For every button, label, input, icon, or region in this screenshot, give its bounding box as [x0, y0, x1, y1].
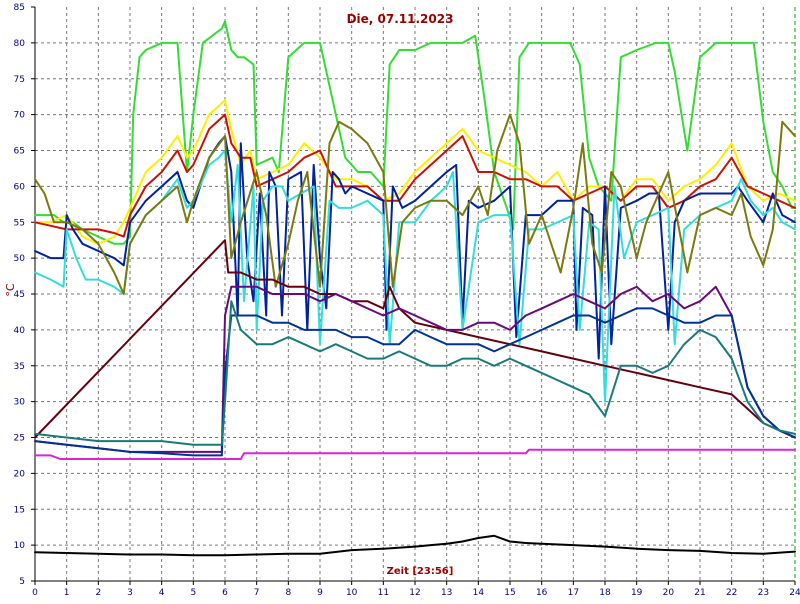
x-tick-label: 24	[789, 588, 800, 598]
y-tick-label: 65	[14, 147, 25, 157]
series-line-10	[34, 300, 796, 446]
y-tick-label: 60	[14, 182, 26, 192]
y-axis-label: °C	[4, 283, 17, 297]
x-tick-label: 5	[190, 588, 196, 598]
x-tick-label: 14	[473, 588, 485, 598]
y-tick-label: 40	[14, 326, 26, 336]
x-tick-label: 15	[504, 588, 515, 598]
series-line-7	[34, 239, 796, 439]
x-tick-label: 0	[32, 588, 38, 598]
y-tick-label: 85	[14, 3, 25, 13]
chart-title: Die, 07.11.2023	[347, 12, 454, 26]
x-tick-label: 20	[663, 588, 675, 598]
x-tick-label: 3	[127, 588, 133, 598]
series-line-5	[34, 149, 796, 403]
y-tick-label: 55	[14, 218, 25, 228]
x-tick-label: 1	[64, 588, 70, 598]
x-tick-label: 10	[346, 588, 358, 598]
x-tick-label: 13	[441, 588, 452, 598]
x-tick-label: 21	[694, 588, 705, 598]
y-tick-label: 50	[14, 254, 26, 264]
series-line-6	[34, 113, 796, 295]
y-tick-label: 70	[14, 111, 26, 121]
x-axis-label: Zeit [23:56]	[387, 566, 454, 577]
y-tick-label: 10	[14, 541, 26, 551]
x-tick-label: 19	[631, 588, 643, 598]
y-tick-label: 15	[14, 505, 25, 515]
x-tick-label: 9	[317, 588, 323, 598]
series-line-11	[34, 448, 796, 460]
series-line-1	[34, 20, 796, 245]
x-tick-label: 4	[159, 588, 165, 598]
series-line-8	[34, 285, 796, 453]
x-tick-label: 7	[254, 588, 260, 598]
y-tick-label: 75	[14, 75, 25, 85]
y-tick-label: 25	[14, 434, 25, 444]
x-tick-label: 2	[95, 588, 101, 598]
x-tick-label: 22	[726, 588, 737, 598]
x-tick-label: 23	[758, 588, 769, 598]
axes: 0 1 2 3 4 5 6 7 8 9 10 11 12 13 14 15 16 17 18 19 20 21 22 23 24…	[14, 3, 800, 598]
y-tick-label: 20	[14, 469, 26, 479]
series-line-12	[34, 534, 796, 557]
x-tick-label: 12	[409, 588, 420, 598]
y-tick-label: 35	[14, 362, 25, 372]
y-tick-label: 5	[19, 577, 25, 587]
y-tick-label: 80	[14, 39, 26, 49]
x-tick-label: 8	[285, 588, 291, 598]
y-tick-label: 45	[14, 290, 25, 300]
x-tick-label: 17	[568, 588, 579, 598]
x-tick-label: 16	[536, 588, 548, 598]
x-tick-label: 18	[599, 588, 611, 598]
series-lines	[34, 20, 796, 557]
y-tick-label: 30	[14, 398, 26, 408]
x-tick-label: 11	[378, 588, 389, 598]
x-tick-label: 6	[222, 588, 228, 598]
